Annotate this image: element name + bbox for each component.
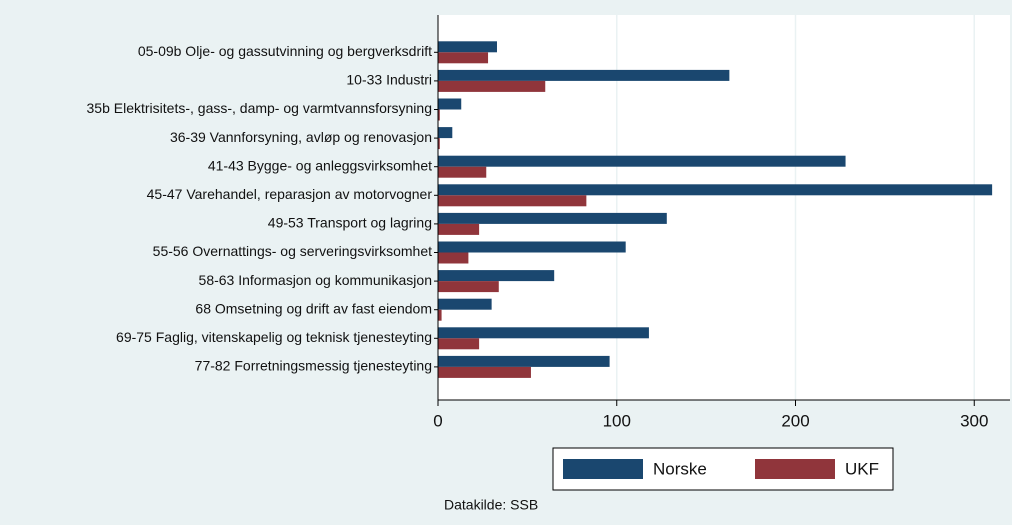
- legend-label: Norske: [653, 459, 707, 478]
- bar: [438, 223, 480, 235]
- bar: [438, 69, 730, 81]
- bar: [438, 338, 480, 350]
- y-tick-label: 41-43 Bygge- og anleggsvirksomhet: [208, 157, 432, 173]
- bar: [438, 184, 993, 196]
- bar: [438, 252, 469, 264]
- bar: [438, 195, 587, 207]
- y-tick-label: 45-47 Varehandel, reparasjon av motorvog…: [147, 186, 433, 202]
- source-note: Datakilde: SSB: [444, 497, 538, 513]
- y-tick-label: 77-82 Forretningsmessig tjenesteyting: [195, 358, 432, 374]
- bar: [438, 212, 667, 224]
- y-tick-label: 58-63 Informasjon og kommunikasjon: [199, 272, 432, 288]
- legend-swatch: [755, 459, 835, 479]
- bar: [438, 155, 846, 167]
- y-tick-label: 49-53 Transport og lagring: [268, 215, 432, 231]
- legend-label: UKF: [845, 459, 879, 478]
- legend-swatch: [563, 459, 643, 479]
- legend-items: Norske UKF: [563, 459, 879, 479]
- bar: [438, 41, 497, 53]
- y-tick-label: 69-75 Faglig, vitenskapelig og teknisk t…: [116, 329, 432, 345]
- x-tick-label: 200: [781, 411, 809, 430]
- y-tick-label: 35b Elektrisitets-, gass-, damp- og varm…: [87, 100, 432, 116]
- y-tick-label: 36-39 Vannforsyning, avløp og renovasjon: [170, 129, 432, 145]
- bars: [438, 41, 993, 378]
- bar: [438, 281, 499, 293]
- bar: [438, 366, 531, 378]
- y-tick-label: 05-09b Olje- og gassutvinning og bergver…: [138, 43, 432, 59]
- y-tick-label: 68 Omsetning og drift av fast eiendom: [195, 300, 432, 316]
- bar: [438, 80, 546, 92]
- y-tick-label: 55-56 Overnattings- og serveringsvirksom…: [153, 243, 432, 259]
- x-tick-label: 100: [603, 411, 631, 430]
- bar: [438, 241, 626, 253]
- bar: [438, 355, 610, 367]
- y-tick-label: 10-33 Industri: [346, 72, 432, 88]
- bar: [438, 127, 453, 139]
- bar: [438, 138, 440, 150]
- bar: [438, 298, 492, 310]
- bar: [438, 98, 462, 110]
- bar: [438, 52, 489, 64]
- x-tick-label: 300: [960, 411, 988, 430]
- bar: [438, 109, 440, 121]
- bar: [438, 327, 649, 339]
- bar: [438, 270, 555, 282]
- bar: [438, 309, 442, 321]
- x-tick-label: 0: [433, 411, 442, 430]
- bar: [438, 166, 487, 178]
